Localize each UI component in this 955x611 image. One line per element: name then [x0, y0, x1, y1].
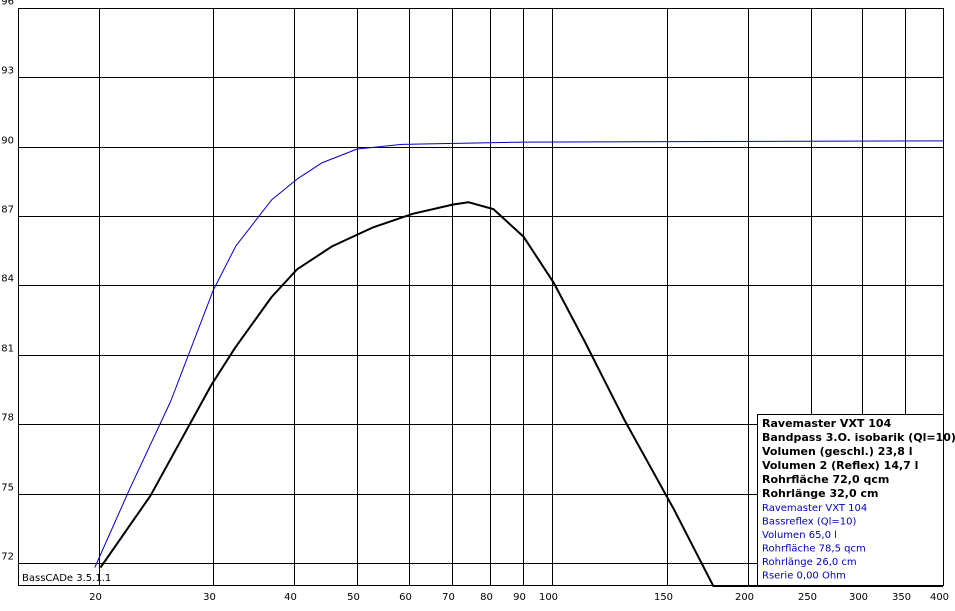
legend-text: Bassreflex (Ql=10) [762, 517, 856, 528]
y-tick-label: 72 [1, 552, 14, 563]
y-tick-label: 84 [1, 274, 14, 285]
legend-text: Rserie 0,00 Ohm [762, 571, 846, 582]
annotation: BassCADe 3.5.1.1 [22, 573, 111, 584]
legend-text: Rohrfläche 72,0 qcm [762, 473, 889, 486]
x-tick-label: 20 [89, 592, 102, 603]
legend-text: Bandpass 3.O. isobarik (Ql=10) [762, 431, 955, 444]
x-tick-label: 40 [284, 592, 297, 603]
x-tick-label: 100 [539, 592, 558, 603]
y-tick-label: 81 [1, 344, 14, 355]
series-line [99, 201, 943, 587]
y-tick-label: 87 [1, 205, 14, 216]
legend-text: Volumen (geschl.) 23,8 l [762, 445, 912, 458]
x-tick-label: 150 [654, 592, 673, 603]
y-tick-label: 78 [1, 413, 14, 424]
x-tick-label: 90 [513, 592, 526, 603]
x-tick-label: 350 [892, 592, 911, 603]
y-tick-label: 93 [1, 66, 14, 77]
legend-text: Rohrfläche 78,5 qcm [762, 544, 866, 555]
legend-text: Rohrlänge 26,0 cm [762, 557, 857, 568]
x-tick-label: 200 [735, 592, 754, 603]
x-tick-label: 50 [347, 592, 360, 603]
x-tick-label: 70 [442, 592, 455, 603]
x-tick-label: 400 [930, 592, 949, 603]
y-tick-label: 90 [1, 136, 14, 147]
series-line [94, 140, 944, 568]
y-tick-label: 75 [1, 483, 14, 494]
legend-text: Volumen 2 (Reflex) 14,7 l [762, 459, 918, 472]
x-tick-label: 30 [203, 592, 216, 603]
x-tick-label: 250 [798, 592, 817, 603]
legend-box [757, 414, 944, 586]
x-tick-label: 80 [480, 592, 493, 603]
legend-text: Volumen 65,0 l [762, 530, 837, 541]
x-tick-label: 60 [399, 592, 412, 603]
y-tick-label: 96 [1, 0, 14, 8]
legend-text: Ravemaster VXT 104 [762, 503, 867, 514]
legend-text: Ravemaster VXT 104 [762, 417, 892, 430]
x-tick-label: 300 [849, 592, 868, 603]
legend-text: Rohrlänge 32,0 cm [762, 487, 878, 500]
